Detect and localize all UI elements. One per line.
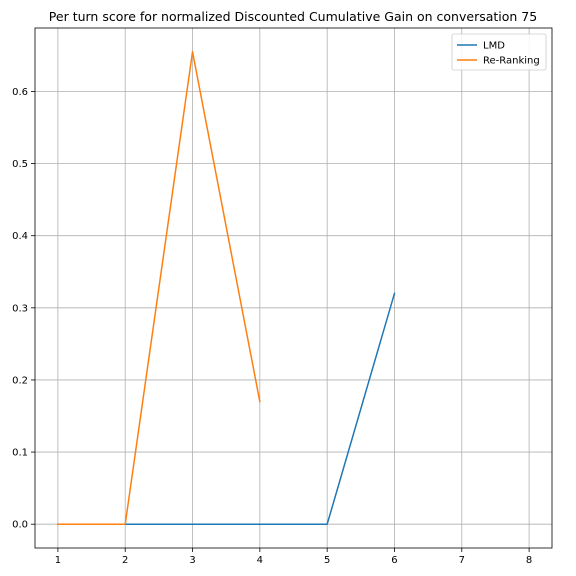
x-tick-label: 6 bbox=[391, 555, 397, 566]
series-line-re-ranking bbox=[57, 51, 261, 525]
y-tick-label: 0.0 bbox=[12, 520, 28, 531]
x-tick-label: 4 bbox=[257, 555, 263, 566]
x-tick-label: 3 bbox=[189, 555, 195, 566]
x-tick-label: 8 bbox=[526, 555, 532, 566]
y-tick-label: 0.3 bbox=[12, 303, 28, 314]
y-tick-label: 0.4 bbox=[12, 231, 28, 242]
chart-title: Per turn score for normalized Discounted… bbox=[49, 9, 537, 24]
x-tick-label: 7 bbox=[459, 555, 465, 566]
legend-label-lmd: LMD bbox=[483, 41, 505, 52]
series-layer bbox=[57, 51, 396, 525]
legend-label-re-ranking: Re-Ranking bbox=[483, 56, 540, 67]
x-tick-label: 1 bbox=[55, 555, 61, 566]
y-tick-label: 0.6 bbox=[12, 87, 28, 98]
tick-layer: 1 2 3 4 5 6 7 8 0.0 0.1 0.2 0.3 0.4 0.5 0.6 bbox=[12, 87, 532, 566]
y-tick-label: 0.5 bbox=[12, 159, 28, 170]
x-tick-label: 2 bbox=[122, 555, 128, 566]
plot-frame bbox=[34, 27, 553, 549]
y-tick-label: 0.2 bbox=[12, 375, 28, 386]
x-tick-label: 5 bbox=[324, 555, 330, 566]
y-tick-label: 0.1 bbox=[12, 448, 28, 459]
legend-box bbox=[451, 33, 547, 71]
legend: LMD Re-Ranking bbox=[451, 33, 547, 71]
grid-layer bbox=[35, 28, 552, 548]
